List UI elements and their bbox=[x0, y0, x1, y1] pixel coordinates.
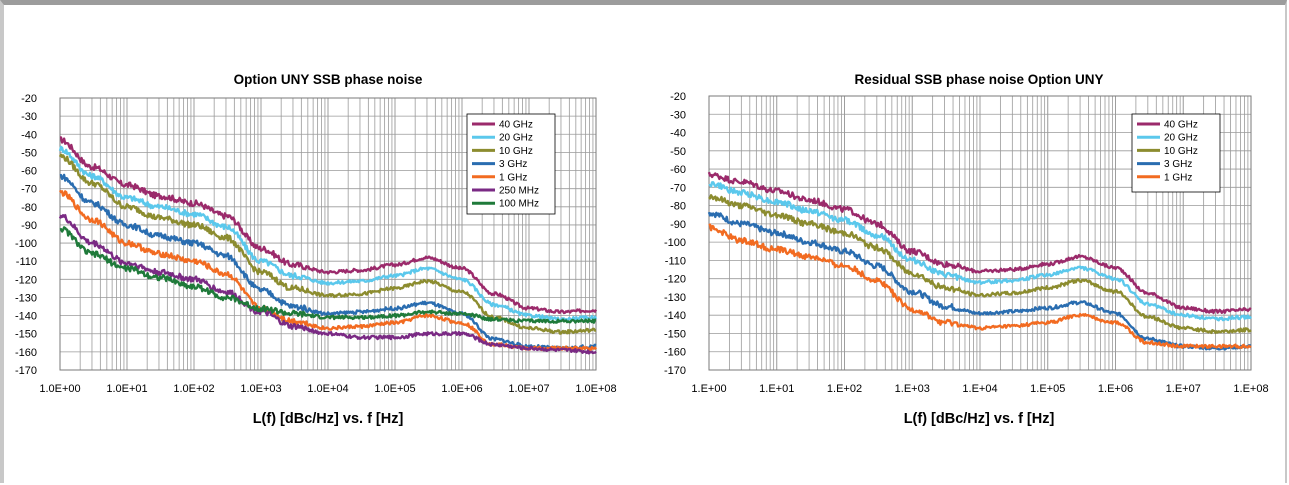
y-tick-label: -20 bbox=[21, 93, 37, 105]
y-tick-label: -140 bbox=[664, 310, 686, 322]
y-tick-label: -140 bbox=[15, 311, 37, 323]
series-line-3-ghz bbox=[59, 173, 597, 351]
legend-box bbox=[1131, 113, 1221, 193]
series-line-100-mhz bbox=[59, 226, 597, 324]
x-tick-label: 1.E+02 bbox=[827, 383, 862, 395]
y-tick-label: -90 bbox=[670, 219, 686, 231]
y-tick-label: -110 bbox=[665, 255, 686, 267]
y-tick-label: -170 bbox=[664, 365, 686, 377]
x-tick-label: 1.E+03 bbox=[895, 383, 930, 395]
x-tick-label: 1.E+05 bbox=[1030, 383, 1065, 395]
x-tick-label: 1.0E+01 bbox=[106, 383, 147, 395]
y-tick-label: -100 bbox=[664, 237, 686, 249]
legend-label: 250 MHz bbox=[499, 186, 539, 197]
y-tick-label: -130 bbox=[15, 292, 37, 304]
legend-label: 20 GHz bbox=[1164, 133, 1198, 144]
series-line-40-ghz bbox=[707, 171, 1252, 315]
y-tick-label: -130 bbox=[664, 292, 686, 304]
y-tick-label: -100 bbox=[15, 238, 37, 250]
y-tick-label: -80 bbox=[21, 202, 37, 214]
series-line-250-mhz bbox=[58, 214, 597, 355]
x-tick-label: 1.E+00 bbox=[691, 383, 726, 395]
y-tick-label: -50 bbox=[21, 147, 37, 159]
chart-title: Option UNY SSB phase noise bbox=[234, 72, 423, 87]
y-tick-label: -60 bbox=[21, 166, 37, 178]
x-tick-label: 1.0E+08 bbox=[575, 383, 616, 395]
chart-1: -20 -30 -40 -50 -60 -70 -80 -90 -100 -110 -120 -130… bbox=[15, 72, 617, 427]
y-tick-label: -50 bbox=[670, 146, 686, 158]
y-tick-label: -30 bbox=[21, 111, 37, 123]
series-line-20-ghz bbox=[708, 181, 1252, 322]
legend-label: 40 GHz bbox=[499, 120, 533, 131]
y-tick-label: -120 bbox=[664, 274, 686, 286]
y-tick-label: -160 bbox=[15, 347, 37, 359]
y-tick-label: -150 bbox=[664, 328, 686, 340]
x-tick-label: 1.0E+00 bbox=[39, 383, 80, 395]
y-tick-label: -70 bbox=[21, 184, 37, 196]
series-line-3-ghz bbox=[707, 211, 1252, 351]
y-tick-label: -40 bbox=[21, 129, 37, 141]
x-tick-label: 1.E+01 bbox=[759, 383, 794, 395]
series-line-20-ghz bbox=[58, 145, 598, 322]
y-tick-label: -30 bbox=[670, 109, 686, 121]
legend-label: 10 GHz bbox=[499, 146, 533, 157]
x-axis-label: L(f) [dBc/Hz] vs. f [Hz] bbox=[904, 411, 1055, 427]
legend-label: 3 GHz bbox=[499, 159, 527, 170]
y-tick-label: -160 bbox=[664, 347, 686, 359]
legend-label: 3 GHz bbox=[1164, 159, 1192, 170]
y-tick-label: -40 bbox=[670, 128, 686, 140]
series-line-40-ghz bbox=[59, 136, 598, 315]
legend-label: 40 GHz bbox=[1164, 120, 1198, 131]
x-tick-label: 1.0E+07 bbox=[508, 383, 549, 395]
y-tick-label: -70 bbox=[670, 182, 686, 194]
x-tick-label: 1.0E+06 bbox=[441, 383, 482, 395]
y-tick-label: -120 bbox=[15, 274, 37, 286]
x-tick-label: 1.E+07 bbox=[1166, 383, 1201, 395]
series-line-10-ghz bbox=[708, 194, 1252, 335]
x-tick-label: 1.E+04 bbox=[962, 383, 997, 395]
legend-label: 20 GHz bbox=[499, 133, 533, 144]
legend-label: 10 GHz bbox=[1164, 146, 1198, 157]
x-tick-label: 1.E+08 bbox=[1233, 383, 1268, 395]
plot-border bbox=[59, 97, 597, 371]
legend-label: 1 GHz bbox=[499, 172, 527, 183]
y-tick-label: -110 bbox=[16, 256, 37, 268]
y-tick-label: -80 bbox=[670, 201, 686, 213]
y-tick-label: -60 bbox=[670, 164, 686, 176]
y-tick-label: -150 bbox=[15, 329, 37, 341]
y-tick-label: -90 bbox=[21, 220, 37, 232]
y-tick-label: -170 bbox=[15, 365, 37, 377]
x-tick-label: 1.E+06 bbox=[1098, 383, 1133, 395]
x-tick-label: 1.0E+04 bbox=[307, 383, 348, 395]
chart-2: -20 -30 -40 -50 -60 -70 -80 -90 -100 -110 -120 -130… bbox=[664, 72, 1269, 427]
x-tick-label: 1.0E+02 bbox=[173, 383, 214, 395]
y-tick-label: -20 bbox=[670, 91, 686, 103]
x-axis-label: L(f) [dBc/Hz] vs. f [Hz] bbox=[253, 411, 404, 427]
legend-label: 100 MHz bbox=[499, 199, 539, 210]
x-tick-label: 1.0E+05 bbox=[374, 383, 415, 395]
series-line-1-ghz bbox=[708, 223, 1252, 349]
x-tick-label: 1.0E+03 bbox=[240, 383, 281, 395]
series-line-1-ghz bbox=[58, 189, 597, 352]
plot-border bbox=[708, 95, 1252, 371]
legend-label: 1 GHz bbox=[1164, 172, 1192, 183]
chart-title: Residual SSB phase noise Option UNY bbox=[854, 72, 1103, 87]
